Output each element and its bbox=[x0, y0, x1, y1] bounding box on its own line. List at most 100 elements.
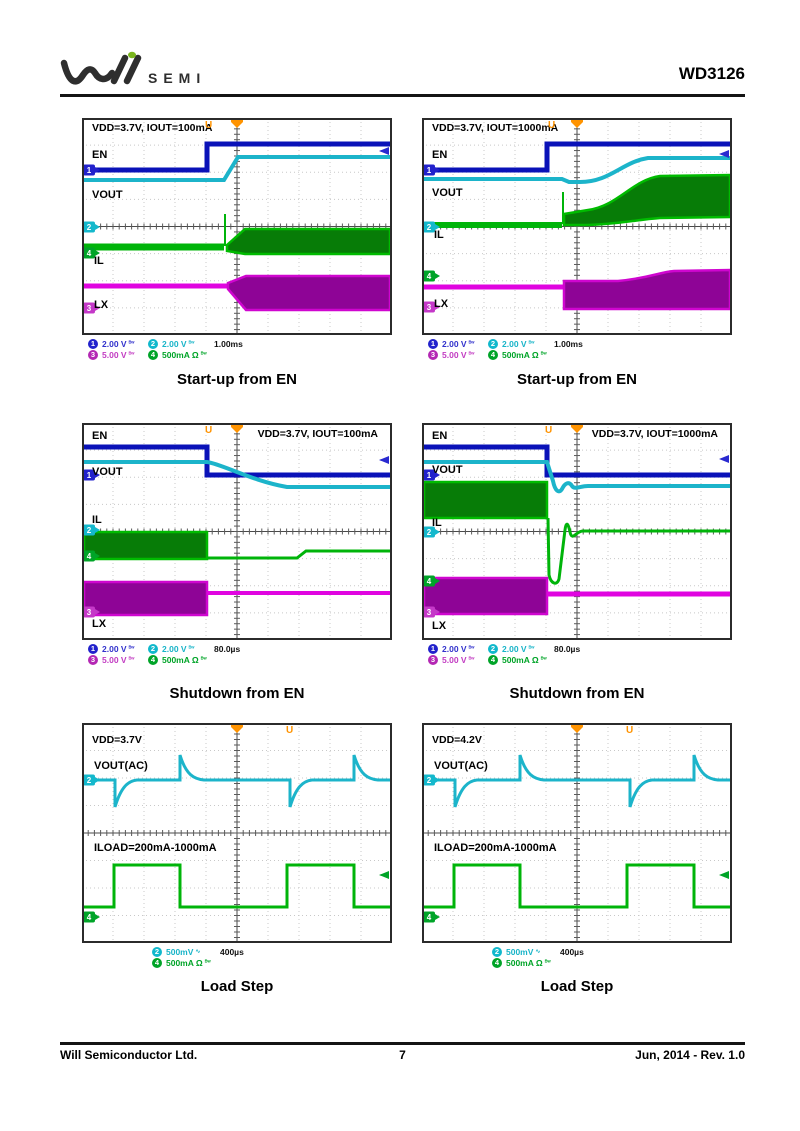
trigger-position-icon bbox=[571, 118, 583, 128]
signal-label-il: IL bbox=[94, 255, 104, 267]
trigger-level-icon: U bbox=[205, 425, 213, 436]
ch4-ground-marker: 4 bbox=[423, 911, 440, 923]
trace-il bbox=[207, 549, 392, 560]
trigger-level-icon: U bbox=[548, 120, 556, 131]
bandwidth-icon: ᴮʷ bbox=[468, 645, 475, 652]
readout-row-1: 2 500mV ∿ 400µs bbox=[492, 947, 584, 957]
ch4-badge: 4 bbox=[488, 350, 498, 360]
scope-plot: 1 2 4 3 VDD=3.7V, IOUT=1000mA U EN VOUT … bbox=[422, 118, 732, 335]
ch3-badge: 3 bbox=[88, 655, 98, 665]
bandwidth-icon: ᴮʷ bbox=[200, 656, 207, 663]
ch2-scale: 500mV ∿ bbox=[506, 946, 541, 957]
graticule bbox=[422, 723, 732, 943]
trigger-level-arrow-icon bbox=[719, 871, 729, 879]
ch1-badge: 1 bbox=[428, 644, 438, 654]
bandwidth-icon: ᴮʷ bbox=[188, 645, 195, 652]
svg-text:4: 4 bbox=[427, 272, 432, 281]
condition-label: VDD=3.7V bbox=[92, 734, 142, 746]
trigger-level-icon: U bbox=[545, 425, 553, 436]
ch2-ground-marker: 2 bbox=[83, 524, 100, 536]
signal-label-il: IL bbox=[92, 514, 102, 526]
figure-caption: Load Step bbox=[540, 978, 614, 995]
ch4-ground-marker: 4 bbox=[423, 575, 440, 587]
signal-label-vout: VOUT bbox=[92, 189, 123, 201]
svg-text:2: 2 bbox=[427, 223, 432, 232]
timebase: 1.00ms bbox=[554, 339, 583, 349]
signal-label-vout: VOUT bbox=[432, 187, 463, 199]
timebase: 80.0µs bbox=[554, 644, 581, 654]
timebase: 400µs bbox=[560, 947, 584, 957]
ch2-badge: 2 bbox=[148, 339, 158, 349]
svg-text:4: 4 bbox=[87, 249, 92, 258]
condition-label: VDD=4.2V bbox=[432, 734, 482, 746]
trace-iload bbox=[422, 863, 732, 909]
scope-plot: 1 2 4 3 VDD=3.7V, IOUT=100mA U EN VOUT I… bbox=[82, 118, 392, 335]
trigger-level-icon: U bbox=[205, 120, 213, 131]
ch1-ground-marker: 1 bbox=[423, 469, 440, 481]
svg-text:2: 2 bbox=[87, 526, 92, 535]
scope-load-step-3v7: 2 4 VDD=3.7V U VOUT(AC) ILOAD=200mA-1000… bbox=[82, 723, 392, 969]
scope-plot: 1 2 4 3 VDD=3.7V, IOUT=1000mA U EN VOUT … bbox=[422, 423, 732, 640]
scope-plot: 2 4 VDD=4.2V U VOUT(AC) ILOAD=200mA-1000… bbox=[422, 723, 732, 943]
scope-startup-en-100ma: 1 2 4 3 VDD=3.7V, IOUT=100mA U EN VOUT I… bbox=[82, 118, 392, 364]
signal-label-en: EN bbox=[432, 430, 448, 442]
part-number: WD3126 bbox=[678, 64, 745, 83]
bandwidth-icon: ᴮʷ bbox=[204, 959, 211, 966]
trace-lx-band bbox=[562, 268, 732, 311]
signal-label-vout: VOUT bbox=[432, 464, 463, 476]
figure-caption: Load Step bbox=[200, 978, 274, 995]
signal-label-lx: LX bbox=[92, 618, 107, 630]
ch2-badge: 2 bbox=[148, 644, 158, 654]
condition-label: VDD=3.7V, IOUT=100mA bbox=[257, 428, 378, 440]
scope-startup-en-1000ma: 1 2 4 3 VDD=3.7V, IOUT=1000mA U EN VOUT … bbox=[422, 118, 732, 364]
ch4-ground-marker: 4 bbox=[83, 550, 100, 562]
header-rule bbox=[60, 94, 745, 97]
trigger-position-icon bbox=[571, 723, 583, 733]
trace-vout-ac bbox=[82, 754, 392, 808]
svg-text:3: 3 bbox=[87, 608, 92, 617]
svg-text:4: 4 bbox=[427, 577, 432, 586]
ch1-badge: 1 bbox=[88, 339, 98, 349]
signal-label-en: EN bbox=[92, 149, 108, 161]
svg-text:3: 3 bbox=[427, 608, 432, 617]
ch2-badge: 2 bbox=[152, 947, 162, 957]
trace-en bbox=[82, 141, 392, 173]
bandwidth-icon: ᴮʷ bbox=[468, 656, 475, 663]
ac-coupling-icon: ∿ bbox=[535, 948, 541, 955]
ac-coupling-icon: ∿ bbox=[195, 948, 201, 955]
ch1-ground-marker: 1 bbox=[423, 164, 440, 176]
bandwidth-icon: ᴮʷ bbox=[528, 340, 535, 347]
bandwidth-icon: ᴮʷ bbox=[544, 959, 551, 966]
bandwidth-icon: ᴮʷ bbox=[540, 351, 547, 358]
trace-vout bbox=[82, 155, 392, 182]
bandwidth-icon: ᴮʷ bbox=[200, 351, 207, 358]
bandwidth-icon: ᴮʷ bbox=[128, 340, 135, 347]
timebase: 1.00ms bbox=[214, 339, 243, 349]
trigger-level-arrow-icon bbox=[719, 455, 729, 463]
ch2-ground-marker: 2 bbox=[423, 774, 440, 786]
condition-label: VDD=3.7V, IOUT=1000mA bbox=[432, 122, 559, 134]
svg-text:3: 3 bbox=[87, 304, 92, 313]
ch1-badge: 1 bbox=[428, 339, 438, 349]
trace-lx-band bbox=[422, 576, 549, 616]
trigger-position-icon bbox=[571, 423, 583, 433]
scope-plot: 2 4 VDD=3.7V U VOUT(AC) ILOAD=200mA-1000… bbox=[82, 723, 392, 943]
trace-iload bbox=[82, 863, 392, 909]
ch1-ground-marker: 1 bbox=[83, 164, 100, 176]
trace-vout bbox=[422, 156, 732, 184]
ch2-ground-marker: 2 bbox=[83, 221, 100, 233]
signal-label-lx: LX bbox=[432, 620, 447, 632]
trace-il-band bbox=[82, 530, 209, 561]
